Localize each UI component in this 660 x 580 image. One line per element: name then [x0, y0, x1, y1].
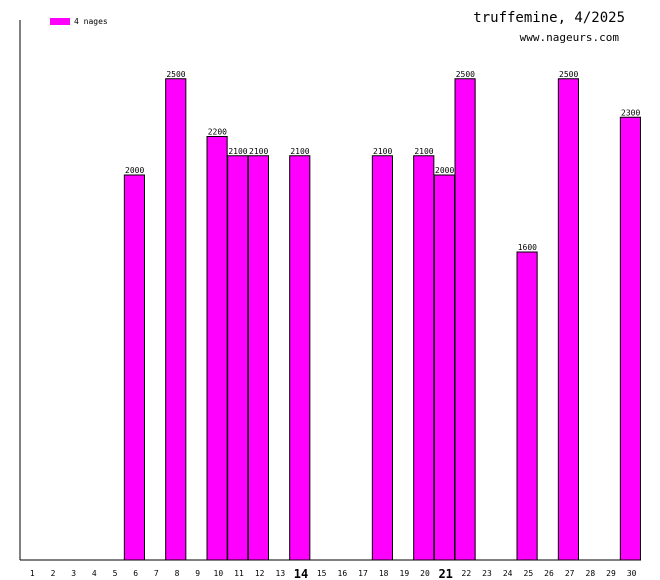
bar-day-11	[227, 155, 249, 561]
data-label-day-22: 2500	[456, 70, 475, 79]
legend-swatch	[50, 18, 70, 25]
data-label-day-11: 2100	[228, 147, 247, 156]
legend: 4 nages	[50, 17, 108, 26]
x-tick-label-5: 5	[113, 569, 118, 578]
x-tick-label-1: 1	[30, 569, 35, 578]
x-tick-label-19: 19	[400, 569, 410, 578]
x-tick-label-18: 18	[379, 569, 389, 578]
x-tick-label-10: 10	[214, 569, 224, 578]
data-label-day-25: 1600	[518, 243, 537, 252]
bar-day-12	[247, 155, 269, 561]
x-tick-label-3: 3	[71, 569, 76, 578]
bar-day-10	[206, 136, 228, 561]
x-tick-label-24: 24	[503, 569, 513, 578]
bar-day-22	[454, 78, 476, 561]
x-tick-label-17: 17	[358, 569, 368, 578]
bar-day-30	[619, 116, 641, 561]
x-tick-label-13: 13	[276, 569, 286, 578]
x-tick-label-9: 9	[195, 569, 200, 578]
x-tick-label-8: 8	[175, 569, 180, 578]
x-tick-label-27: 27	[565, 569, 575, 578]
x-tick-label-21: 21	[438, 567, 452, 580]
bar-day-8	[165, 78, 187, 561]
legend-label: 4 nages	[74, 17, 108, 26]
bar-day-6	[123, 174, 146, 561]
bar-day-14	[289, 155, 311, 561]
x-tick-label-28: 28	[586, 569, 596, 578]
site-url: www.nageurs.com	[519, 31, 619, 44]
x-tick-label-30: 30	[627, 569, 637, 578]
bar-day-21	[433, 174, 456, 561]
x-tick-label-16: 16	[338, 569, 348, 578]
data-label-day-12: 2100	[249, 147, 268, 156]
chart-title: truffemine, 4/2025	[473, 10, 625, 26]
bar-day-27	[557, 78, 579, 561]
data-label-day-18: 2100	[373, 147, 392, 156]
x-tick-label-11: 11	[234, 569, 244, 578]
x-tick-label-6: 6	[133, 569, 138, 578]
x-tick-label-2: 2	[51, 569, 56, 578]
x-tick-label-15: 15	[317, 569, 327, 578]
x-tick-label-23: 23	[482, 569, 492, 578]
x-tick-label-25: 25	[524, 569, 534, 578]
data-label-day-10: 2200	[208, 128, 227, 137]
data-label-day-21: 2000	[435, 166, 454, 175]
x-tick-label-12: 12	[255, 569, 265, 578]
data-label-day-6: 2000	[125, 166, 144, 175]
x-tick-label-20: 20	[420, 569, 430, 578]
data-label-day-8: 2500	[166, 70, 185, 79]
x-tick-label-4: 4	[92, 569, 97, 578]
x-tick-label-7: 7	[154, 569, 159, 578]
x-tick-label-14: 14	[294, 567, 308, 580]
bar-day-20	[413, 155, 435, 561]
bar-day-25	[516, 251, 538, 561]
bar-day-18	[371, 155, 394, 561]
x-tick-label-22: 22	[462, 569, 472, 578]
data-label-day-27: 2500	[559, 70, 578, 79]
data-label-day-20: 2100	[414, 147, 433, 156]
data-label-day-30: 2300	[621, 108, 640, 117]
data-label-day-14: 2100	[290, 147, 309, 156]
x-tick-label-26: 26	[544, 569, 554, 578]
x-tick-label-29: 29	[606, 569, 616, 578]
